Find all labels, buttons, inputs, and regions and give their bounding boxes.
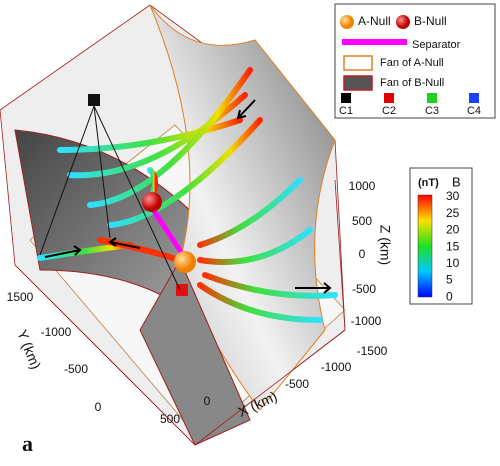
legend-label: C3 [425,105,439,117]
panel-label: a [22,431,33,456]
y-tick: -1000 [41,325,72,339]
z-tick: 500 [352,214,372,228]
legend-label: Separator [412,39,461,51]
legend-label: B-Null [414,14,447,28]
legend-label: C1 [339,105,353,117]
x-tick: -500 [285,377,309,391]
colorbar-title: B [452,174,461,189]
z-tick: -1000 [351,314,382,328]
y-tick: -500 [64,362,88,376]
legend-label: C4 [467,105,481,117]
legend-label: Fan of B-Null [380,77,444,89]
colorbar-tick: 10 [446,256,460,270]
colorbar-tick: 25 [446,206,460,220]
legend-label: A-Null [358,14,391,28]
legend-label: Fan of A-Null [380,57,444,69]
z-tick: 1000 [349,179,376,193]
colorbar-tick: 30 [446,189,460,203]
legend: A-Null B-Null Separator Fan of A-Null Fa… [334,3,496,119]
legend-label: C2 [382,105,396,117]
x-tick: -1000 [321,360,352,374]
colorbar-tick: 15 [446,239,460,253]
colorbar: (nT) B 30 25 20 15 10 5 0 [409,167,473,305]
colorbar-tick: 0 [446,289,453,303]
y-tick: 1500 [7,290,34,304]
z-tick: -500 [352,282,376,296]
colorbar-unit: (nT) [418,177,439,189]
axis-label: Z (km) [377,225,393,265]
colorbar-tick: 20 [446,223,460,237]
z-tick: 0 [359,247,366,261]
x-tick: 0 [204,394,211,408]
colorbar-tick: 5 [446,273,453,287]
x-tick: 500 [160,412,180,426]
y-tick: 0 [95,400,102,414]
scene [0,4,346,446]
x-tick: -1500 [357,344,388,358]
